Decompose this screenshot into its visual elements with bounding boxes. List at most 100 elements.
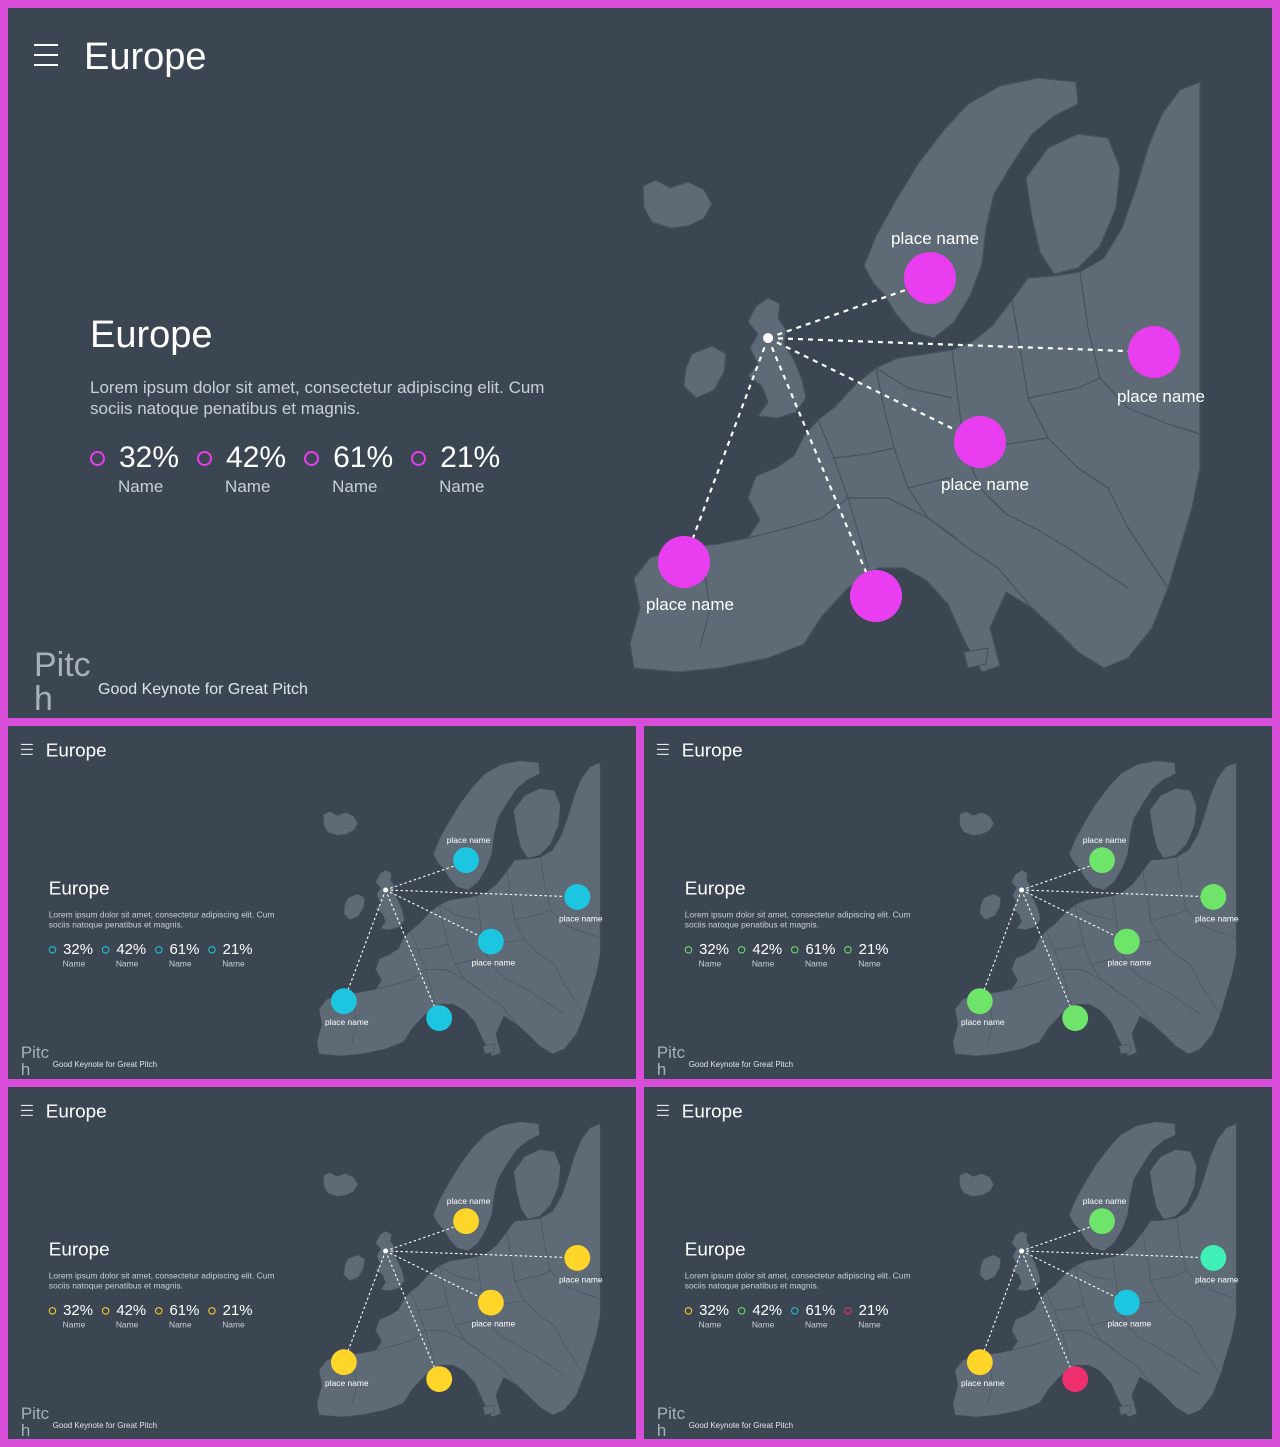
stat-item: 32% Name xyxy=(48,941,93,969)
slide-green[interactable]: Europe xyxy=(644,726,1272,1079)
tagline: Good Keynote for Great Pitch xyxy=(688,1060,793,1069)
map-borders xyxy=(699,271,1201,649)
map-marker[interactable]: place name xyxy=(961,988,1005,1027)
content-title: Europe xyxy=(48,1239,110,1260)
menu-icon[interactable] xyxy=(20,1104,33,1116)
map-marker[interactable]: place name xyxy=(1108,1289,1152,1329)
map-marker[interactable] xyxy=(426,1366,453,1393)
stat-value: 42% xyxy=(752,1302,783,1319)
slide-content: Europe xyxy=(644,726,1272,1079)
stat-value: 21% xyxy=(222,1302,253,1319)
content-description: Lorem ipsum dolor sit amet, consectetur … xyxy=(48,1270,275,1291)
map-marker[interactable]: place name xyxy=(447,1196,491,1235)
content-description: Lorem ipsum dolor sit amet, consectetur … xyxy=(90,378,545,418)
map-marker[interactable]: place name xyxy=(1195,1244,1239,1285)
content-description: Lorem ipsum dolor sit amet, consectetur … xyxy=(684,909,911,930)
content-title: Europe xyxy=(48,878,110,899)
map-marker[interactable]: place name xyxy=(1195,883,1239,924)
page-title: Europe xyxy=(84,36,207,78)
stat-name: Name xyxy=(115,958,139,969)
stat-name: Name xyxy=(751,958,775,969)
stat-name: Name xyxy=(169,1319,192,1330)
ring-icon xyxy=(155,945,163,954)
map-marker[interactable]: place name xyxy=(472,1289,516,1329)
map-marker[interactable]: place name xyxy=(325,988,369,1027)
content-block: Europe Lorem ipsum dolor sit amet, conse… xyxy=(48,878,282,969)
ring-icon xyxy=(197,450,213,466)
stat-name: Name xyxy=(115,1319,139,1330)
stats-row: 32% Name 42% Name 61% Name 21% Name xyxy=(684,941,918,969)
stat-value: 32% xyxy=(699,941,729,958)
stat-item: 42% Name xyxy=(737,1302,783,1330)
map-marker[interactable]: place name xyxy=(559,883,603,924)
place-label: place name xyxy=(961,1017,1005,1027)
tagline: Good Keynote for Great Pitch xyxy=(688,1421,793,1430)
map-marker[interactable]: place name xyxy=(472,928,516,968)
menu-icon[interactable] xyxy=(656,1104,669,1116)
sicily-shape xyxy=(1118,1043,1132,1055)
page-title: Europe xyxy=(681,1100,743,1122)
stat-name: Name xyxy=(439,477,485,496)
map-marker[interactable]: place name xyxy=(646,536,734,614)
stat-item: 32% Name xyxy=(684,1302,729,1330)
place-label: place name xyxy=(472,1318,516,1328)
ring-icon xyxy=(155,1306,163,1315)
slide-mixed[interactable]: Europe xyxy=(644,1087,1272,1439)
ring-icon xyxy=(101,945,110,954)
map-marker[interactable]: place name xyxy=(891,229,979,304)
content-title: Europe xyxy=(90,314,213,356)
place-label: place name xyxy=(447,1196,491,1206)
place-label: place name xyxy=(1195,1275,1239,1285)
continent-shape xyxy=(316,1123,601,1418)
stat-value: 42% xyxy=(116,1302,147,1319)
map-marker[interactable]: place name xyxy=(1108,928,1152,968)
map-marker[interactable]: place name xyxy=(559,1244,603,1285)
ring-icon xyxy=(844,1306,852,1315)
menu-icon[interactable] xyxy=(34,44,58,66)
place-label: place name xyxy=(941,475,1029,494)
stat-value: 21% xyxy=(858,1302,889,1319)
map-marker[interactable]: place name xyxy=(941,416,1029,494)
ireland-shape xyxy=(979,1254,1002,1282)
place-label: place name xyxy=(325,1017,369,1027)
map-marker[interactable]: place name xyxy=(1083,1196,1127,1235)
map-marker[interactable]: place name xyxy=(1117,326,1205,406)
menu-icon[interactable] xyxy=(20,743,33,755)
sicily-shape xyxy=(482,1404,496,1416)
content-block: Europe Lorem ipsum dolor sit amet, conse… xyxy=(48,1239,282,1330)
page-title: Europe xyxy=(45,1100,107,1122)
stat-value: 32% xyxy=(699,1302,729,1319)
map-marker[interactable] xyxy=(426,1005,453,1032)
brand-logo: Pitch xyxy=(20,1403,50,1439)
brand-logo: Pitch xyxy=(656,1403,686,1439)
content-description: Lorem ipsum dolor sit amet, consectetur … xyxy=(684,1270,911,1291)
map-marker[interactable]: place name xyxy=(1083,835,1127,874)
slide-cyan[interactable]: Europe xyxy=(8,726,636,1079)
stat-value: 32% xyxy=(63,1302,93,1319)
menu-icon[interactable] xyxy=(656,743,669,755)
slide-main[interactable]: Europe xyxy=(8,8,1272,718)
stat-value: 32% xyxy=(63,941,93,958)
slide-yellow[interactable]: Europe xyxy=(8,1087,636,1439)
map-marker[interactable]: place name xyxy=(447,835,491,874)
stat-name: Name xyxy=(698,1319,722,1330)
map-marker[interactable] xyxy=(850,570,902,622)
finland-shape xyxy=(513,1149,561,1220)
map-marker[interactable] xyxy=(1062,1366,1089,1393)
stat-item: 61% Name xyxy=(155,1302,199,1330)
ring-icon xyxy=(48,1306,57,1315)
europe-map: place name place name place name place n… xyxy=(316,1121,603,1418)
stat-item: 61% Name xyxy=(304,441,393,497)
stat-name: Name xyxy=(225,477,271,496)
stat-item: 32% Name xyxy=(90,441,179,497)
map-marker[interactable]: place name xyxy=(325,1349,369,1388)
iceland-shape xyxy=(642,179,713,229)
finland-shape xyxy=(1149,1149,1197,1220)
stat-name: Name xyxy=(169,958,192,969)
map-landmass xyxy=(629,77,1201,673)
brand-logo: Pitch xyxy=(34,646,91,718)
map-marker[interactable] xyxy=(1062,1005,1089,1032)
page-title: Europe xyxy=(45,739,107,761)
stat-item: 42% Name xyxy=(737,941,782,969)
map-marker[interactable]: place name xyxy=(961,1349,1005,1388)
